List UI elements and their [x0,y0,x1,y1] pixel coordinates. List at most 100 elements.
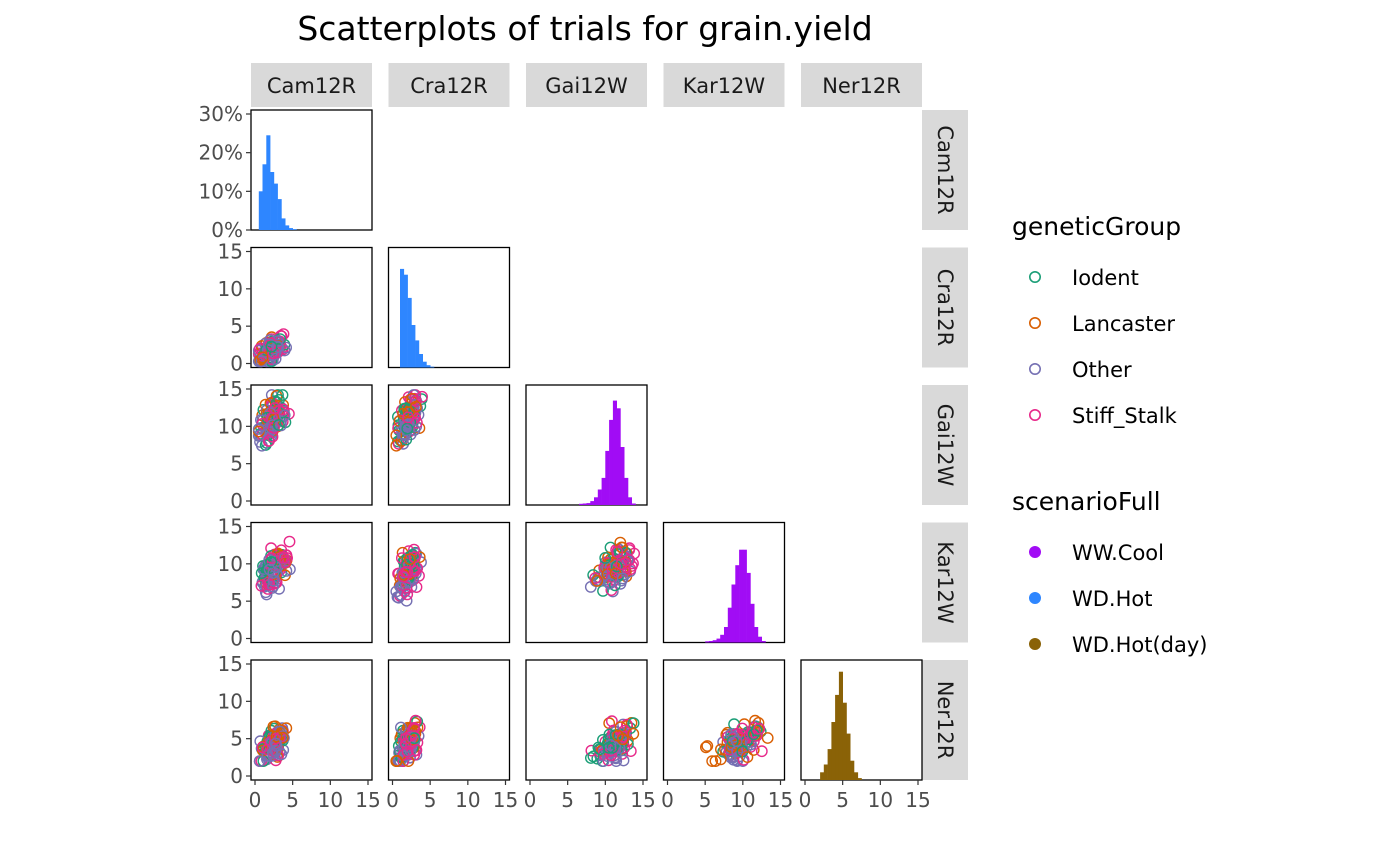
scatter-point [398,429,411,442]
y-tick-label: 0 [230,489,243,513]
y-tick-label: 15 [218,377,243,401]
histogram-bar [270,172,275,230]
scatter-point [402,406,415,419]
histogram-bar [731,584,736,643]
scatter-point [401,566,414,578]
scatter-point [700,741,712,754]
row-strips: Cam12R Cra12R Gai12W Kar12W Ner12R [922,110,968,780]
histogram-bar [400,268,405,368]
scatter-point [255,579,268,592]
scatter-point [701,740,714,752]
panel-border [662,521,786,644]
scatter-point [263,434,275,447]
scatter-point [606,741,619,754]
scatter-point [753,722,766,735]
histogram-bar [850,760,855,780]
y-tick-label: 15 [218,515,243,539]
histogram-bar [757,636,762,643]
scatter-point [277,403,290,416]
column-strip-Cam12R [251,63,372,107]
histogram-bar [823,764,828,780]
column-strips: Cam12R Cra12R Gai12W Kar12W Ner12R [251,63,922,107]
scatter-panel-Cra12R-Kar12W [387,521,511,644]
scatter-point [755,745,768,758]
scatter-point [278,556,291,569]
histogram-bar [842,702,847,780]
x-tick-label: 15 [493,788,518,812]
scatter-point [593,743,606,756]
y-tick-label: 20% [199,141,243,165]
scatter-point [602,741,615,754]
scatter-point [256,351,269,364]
y-tick-label: 30% [199,102,243,126]
x-tick-label: 5 [699,788,712,812]
y-tick-label: 15 [218,652,243,676]
row-strip-Cam12R [922,110,968,230]
legend-label: Other [1072,358,1132,382]
histogram-bar [631,503,636,505]
x-tick-label: 10 [593,788,618,812]
panel-border [800,659,923,781]
histogram-bar [750,603,755,643]
scatter-point [605,571,618,583]
histogram-bar [590,501,595,505]
panel-grid [250,109,923,781]
chart-title: Scatterplots of trials for grain.yield [297,9,872,48]
scatter-point [267,574,280,587]
scatter-point [277,551,290,564]
histogram-bar [739,549,744,643]
scatter-point [408,543,420,556]
x-tick-label: 10 [730,788,755,812]
x-tick-label: 0 [661,788,674,812]
legend-label: WD.Hot(day) [1072,633,1208,657]
x-tick-label: 5 [286,788,299,812]
x-tick-label: 0 [524,788,537,812]
histogram-bar [712,640,717,643]
scatter-point [627,727,640,740]
histogram-bar [273,183,278,230]
row-strip-Ner12R [922,660,968,780]
scatter-point [260,404,273,417]
histogram-bar [835,694,840,780]
x-tick-label: 10 [868,788,893,812]
scatter-point [401,745,414,758]
y-tick-label: 10% [199,179,243,203]
histogram-bar [288,228,293,230]
histogram-bar [857,778,862,780]
scatter-panel-Gai12W-Ner12R [525,659,648,781]
legend-label: Lancaster [1072,312,1175,336]
row-strip-label: Cra12R [933,269,957,346]
scatter-point [399,424,412,437]
legend-key-filled-circle [1029,592,1041,604]
scatter-point [269,744,282,757]
scatter-point [591,575,604,587]
row-strip-Cra12R [922,247,968,368]
histogram-bar [601,477,606,505]
scatter-point [263,563,276,576]
x-tick-label: 10 [318,788,343,812]
legend-key-open-circle [1029,270,1042,283]
histogram-bar [854,772,859,780]
y-tick-label: 0 [230,764,243,788]
x-tick-label: 10 [455,788,480,812]
histogram-bar [746,572,751,643]
row-strip-label: Cam12R [933,125,957,214]
x-tick-label: 5 [836,788,849,812]
scatter-point [272,419,285,431]
scatter-point [750,724,763,737]
scatter-point [403,553,416,566]
scatter-panel-Cam12R-Gai12W [250,384,373,506]
x-tick-label: 15 [768,788,793,812]
scatter-point [267,567,280,579]
scatter-point [270,730,283,743]
scatter-point [266,419,279,432]
legend-title: geneticGroup [1012,212,1181,241]
histogram-bar [761,641,766,643]
histogram-panel-Kar12W [662,521,786,644]
scatter-point [606,715,618,728]
scatter-point [606,564,619,576]
legend-label: WW.Cool [1072,541,1164,565]
scatter-point [761,732,774,744]
scatter-point [587,750,600,763]
scatter-point [399,737,412,750]
